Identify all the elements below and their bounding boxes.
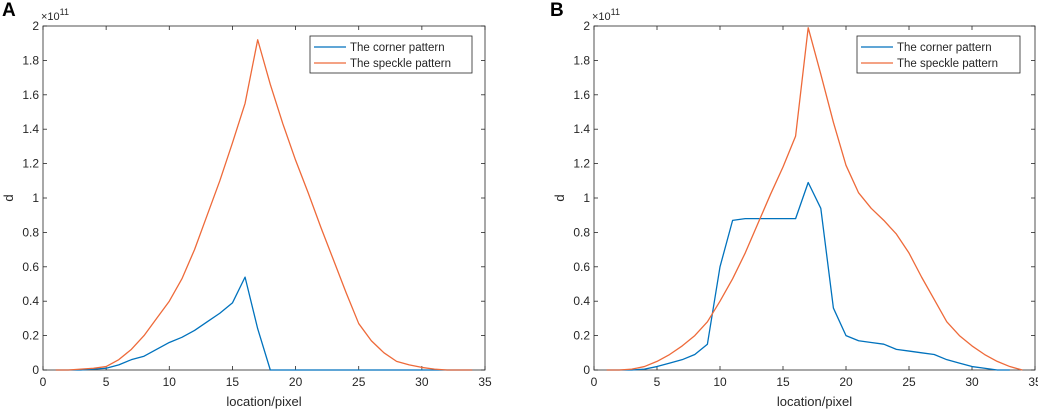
y-tick-label: 0.6 <box>22 260 39 274</box>
y-tick-label: 0.2 <box>22 329 39 343</box>
chart-panel-b: B 0 5 10 15 20 25 30 35 0 0.2 0.4 0.6 0.8 1 1.2 1.4 1.6 1… <box>519 0 1038 413</box>
chart-a: 0 5 10 15 20 25 30 35 0 0.2 0.4 0.6 0.8 1 1.2 1.4 1.6 1.8… <box>1 7 492 409</box>
y-tick-label: 1 <box>583 191 590 205</box>
y-tick-label: 1.4 <box>573 122 590 136</box>
x-tick-label: 30 <box>965 375 979 389</box>
y-tick-label: 0.2 <box>573 329 590 343</box>
x-tick-label: 0 <box>591 375 598 389</box>
y-exponent-power: 11 <box>60 7 69 17</box>
x-tick-label: 5 <box>103 375 110 389</box>
legend-label: The speckle pattern <box>350 58 451 70</box>
x-tick-label: 15 <box>226 375 240 389</box>
y-axis-label: d <box>552 194 567 201</box>
y-tick-label: 2 <box>32 19 39 33</box>
legend-box <box>309 35 473 74</box>
y-tick-label: 1.4 <box>22 122 39 136</box>
x-tick-label: 5 <box>654 375 661 389</box>
y-tick-label: 1.2 <box>22 157 39 171</box>
y-tick-label: 1 <box>32 191 39 205</box>
x-axis-label: location/pixel <box>226 394 301 409</box>
x-tick-label: 35 <box>478 375 492 389</box>
x-tick-label: 0 <box>40 375 47 389</box>
series-line-speckle <box>55 39 473 371</box>
x-tick-label: 35 <box>1028 375 1038 389</box>
panel-label-b: B <box>550 0 564 21</box>
chart-panel-a: A 0 5 10 15 20 25 30 35 0 0.2 0.4 0.6 0.8 1 1.2 1.4 1.6 1… <box>1 0 492 409</box>
y-exponent-power: 11 <box>611 7 620 17</box>
legend-box <box>856 35 1021 74</box>
legend-label: The corner pattern <box>897 42 992 54</box>
y-exponent-label: ×1011 <box>41 7 69 23</box>
chart-b: 0 5 10 15 20 25 30 35 0 0.2 0.4 0.6 0.8 1 1.2 1.4 1.6 1.8… <box>552 7 1038 409</box>
y-tick-label: 1.8 <box>573 53 590 67</box>
y-tick-label: 0.4 <box>22 294 39 308</box>
y-exponent-label: ×1011 <box>592 7 620 23</box>
legend-label: The speckle pattern <box>897 58 998 70</box>
plot-area <box>593 25 1036 371</box>
x-tick-label: 25 <box>352 375 366 389</box>
plot-area <box>42 25 486 371</box>
y-tick-label: 1.6 <box>573 88 590 102</box>
x-axis-label: location/pixel <box>777 394 852 409</box>
series-line-corner <box>55 276 473 371</box>
y-tick-label: 1.6 <box>22 88 39 102</box>
legend-label: The corner pattern <box>350 42 445 54</box>
y-tick-label: 0 <box>32 363 39 377</box>
y-tick-label: 1.8 <box>22 53 39 67</box>
y-axis-label: d <box>1 194 16 201</box>
y-tick-label: 0.8 <box>573 225 590 239</box>
y-tick-label: 2 <box>583 19 590 33</box>
x-tick-label: 30 <box>415 375 429 389</box>
x-tick-label: 25 <box>902 375 916 389</box>
y-tick-label: 0.8 <box>22 225 39 239</box>
series-line-speckle <box>606 27 1023 371</box>
y-tick-label: 0.4 <box>573 294 590 308</box>
x-tick-label: 20 <box>839 375 853 389</box>
y-tick-label: 0 <box>583 363 590 377</box>
y-tick-label: 1.2 <box>573 157 590 171</box>
panel-label-a: A <box>2 0 16 21</box>
x-tick-label: 20 <box>289 375 303 389</box>
series-line-corner <box>606 181 1010 371</box>
y-tick-label: 0.6 <box>573 260 590 274</box>
x-tick-label: 10 <box>163 375 177 389</box>
x-tick-label: 10 <box>713 375 727 389</box>
x-tick-label: 15 <box>776 375 790 389</box>
